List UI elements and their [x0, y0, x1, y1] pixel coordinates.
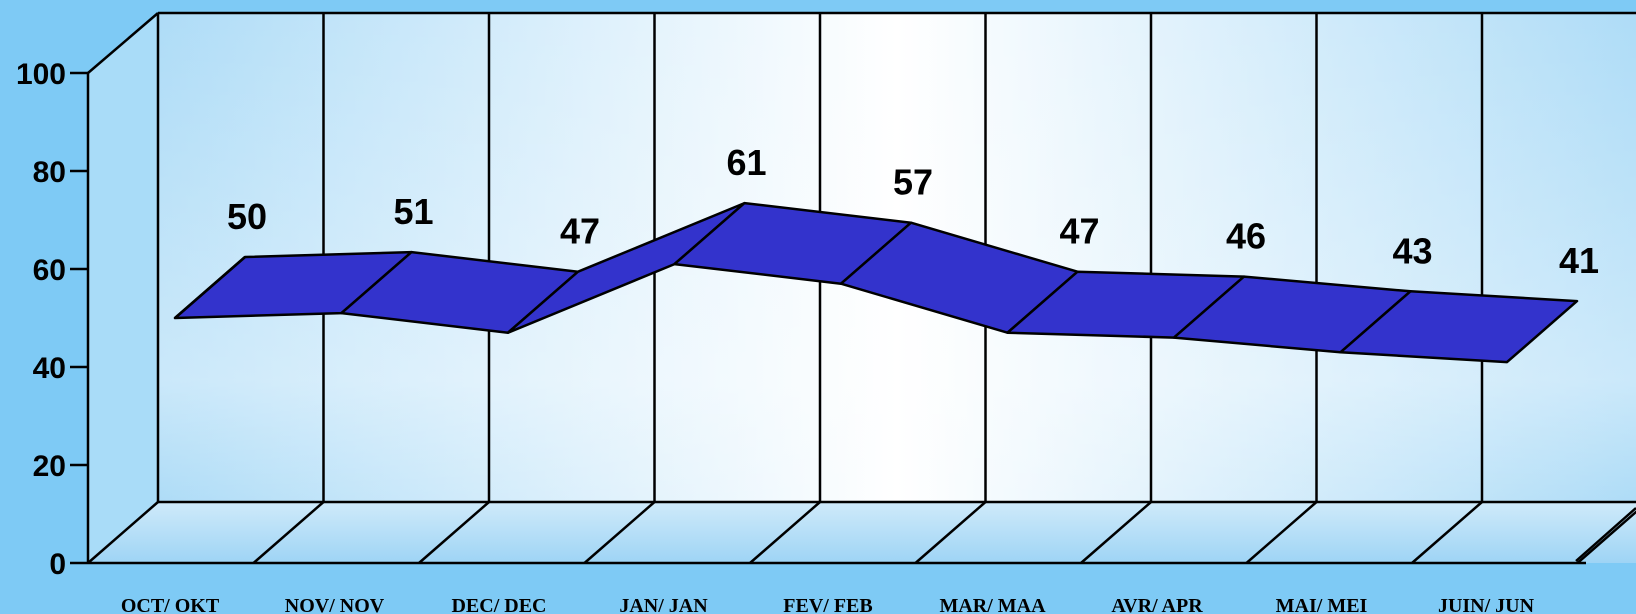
- floor-depth-line: [1411, 501, 1483, 564]
- y-tick-label: 0: [49, 548, 66, 581]
- y-tick-label: 80: [33, 156, 66, 189]
- x-tick-label: FEV/ FEB: [783, 595, 872, 614]
- x-tick-label: JAN/ JAN: [619, 595, 708, 614]
- x-tick-label: DEC/ DEC: [451, 595, 546, 614]
- floor: [88, 502, 1636, 563]
- data-label: 50: [227, 196, 267, 237]
- x-tick-label: JUIN/ JUN: [1438, 595, 1535, 614]
- ribbon-start-cap: [174, 256, 246, 319]
- data-label: 41: [1559, 240, 1599, 281]
- x-tick-label: MAI/ MEI: [1276, 595, 1368, 614]
- data-label: 47: [560, 211, 600, 252]
- data-labels: 50 51 47 61 57 47 46 43 41: [227, 142, 1599, 281]
- grid-lines: [70, 11, 1636, 565]
- data-label: 43: [1392, 230, 1432, 271]
- x-tick-label: AVR/ APR: [1111, 595, 1203, 614]
- floor-depth-line: [1245, 501, 1318, 564]
- floor-depth-line: [583, 501, 656, 564]
- side-wall-top-edge: [87, 12, 159, 74]
- floor-depth-line: [252, 501, 325, 564]
- floor-depth-line: [749, 501, 821, 564]
- data-label: 57: [893, 162, 933, 203]
- y-tick-label: 40: [33, 352, 66, 385]
- ribbon-segment: [1339, 290, 1579, 364]
- x-axis-ticks: OCT/ OKT NOV/ NOV DEC/ DEC JAN/ JAN FEV/ FEB…: [121, 595, 1535, 614]
- y-tick-label: 60: [33, 254, 66, 287]
- side-wall: [88, 13, 158, 563]
- data-label: 51: [393, 191, 433, 232]
- y-axis-ticks: 0 20 40 60 80 100: [16, 58, 66, 581]
- data-ribbon: [173, 201, 1579, 364]
- y-tick-label: 100: [16, 58, 66, 91]
- data-label: 46: [1226, 216, 1266, 257]
- floor-depth-line: [1080, 501, 1152, 564]
- x-tick-label: OCT/ OKT: [121, 595, 220, 614]
- floor-depth-line: [418, 501, 490, 564]
- x-tick-label: MAR/ MAA: [939, 595, 1046, 614]
- data-label: 47: [1059, 211, 1099, 252]
- floor-depth-line: [914, 501, 987, 564]
- x-tick-label: NOV/ NOV: [285, 595, 385, 614]
- data-label: 61: [726, 142, 766, 183]
- floor-depth-line: [87, 501, 159, 564]
- floor-right-edge: [1575, 507, 1636, 562]
- y-tick-label: 20: [33, 450, 66, 483]
